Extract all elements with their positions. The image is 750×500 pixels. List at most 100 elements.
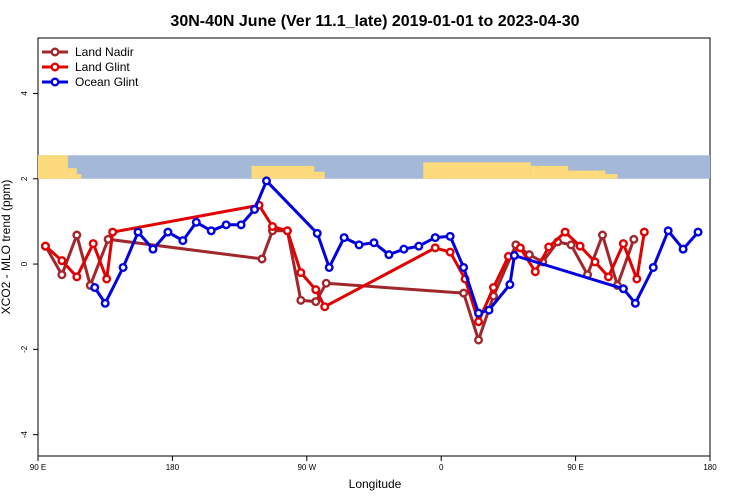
x-tick-label: 90 W [297, 463, 316, 472]
data-point [693, 227, 703, 237]
data-point [250, 204, 260, 214]
data-point [630, 298, 640, 308]
map-land [67, 168, 77, 179]
data-point [339, 233, 349, 243]
data-point [663, 226, 673, 236]
data-point [321, 278, 331, 288]
data-point [296, 295, 306, 305]
map-land [251, 165, 315, 179]
series-layer [40, 176, 703, 345]
series-line [93, 179, 700, 315]
data-point [221, 220, 231, 230]
map-land [530, 165, 569, 179]
data-point [206, 226, 216, 236]
data-point [118, 262, 128, 272]
data-point [445, 247, 455, 257]
data-point [282, 226, 292, 236]
data-point [459, 262, 469, 272]
data-point [430, 243, 440, 253]
data-point [72, 230, 82, 240]
data-point [639, 227, 649, 237]
data-point [261, 176, 271, 186]
legend-label: Ocean Glint [75, 75, 139, 89]
data-point [515, 243, 525, 253]
x-axis-label: Longitude [349, 477, 402, 491]
data-point [629, 234, 639, 244]
data-point [108, 227, 118, 237]
map-land [423, 162, 531, 179]
data-point [384, 250, 394, 260]
x-tick-label: 0 [439, 463, 444, 472]
plot-area-border [37, 37, 711, 457]
data-point [163, 227, 173, 237]
x-axis: 90 E 180 90 W 0 90 E 180 [30, 456, 717, 472]
data-point [505, 280, 515, 290]
legend-swatch-marker [50, 47, 60, 57]
data-point [312, 228, 322, 238]
data-point [544, 242, 554, 252]
data-point [445, 231, 455, 241]
legend-swatch-marker [50, 62, 60, 72]
x-tick-label: 90 E [30, 463, 46, 472]
data-point [90, 283, 100, 293]
data-point [57, 270, 67, 280]
data-point [474, 317, 484, 327]
series-ocean-glint [90, 176, 703, 318]
data-point [414, 241, 424, 251]
data-point [236, 220, 246, 230]
data-point [320, 302, 330, 312]
chart-title: 30N-40N June (Ver 11.1_late) 2019-01-01 … [170, 13, 579, 30]
map-land [38, 155, 68, 179]
data-point [72, 272, 82, 282]
data-point [575, 241, 585, 251]
y-axis-label: XCO2 - MLO trend (ppm) [0, 180, 13, 315]
y-axis: -4 -2 0 2 4 [20, 91, 38, 439]
data-point [324, 262, 334, 272]
data-point [678, 244, 688, 254]
map-land [605, 174, 618, 179]
legend-label: Land Glint [75, 60, 130, 74]
data-point [484, 305, 494, 315]
data-point [597, 230, 607, 240]
data-point [560, 227, 570, 237]
data-point [102, 274, 112, 284]
x-tick-label: 90 E [567, 463, 583, 472]
data-point [530, 267, 540, 277]
series-line [44, 203, 646, 324]
y-tick-label: 4 [20, 91, 29, 96]
data-point [311, 285, 321, 295]
data-point [88, 239, 98, 249]
y-tick-label: -2 [20, 345, 29, 353]
data-point [632, 274, 642, 284]
legend-item-land-glint: Land Glint [42, 60, 130, 74]
legend-swatch-marker [50, 77, 60, 87]
data-point [648, 262, 658, 272]
x-tick-label: 180 [703, 463, 717, 472]
legend-label: Land Nadir [75, 45, 134, 59]
data-point [178, 236, 188, 246]
map-land [568, 170, 606, 179]
legend-item-ocean-glint: Ocean Glint [42, 75, 139, 89]
world-map-band [38, 155, 710, 179]
data-point [191, 217, 201, 227]
data-point [369, 238, 379, 248]
data-point [509, 251, 519, 261]
data-point [57, 256, 67, 266]
y-tick-label: 2 [20, 176, 29, 181]
legend-item-land-nadir: Land Nadir [42, 45, 134, 59]
data-point [148, 244, 158, 254]
x-tick-label: 180 [166, 463, 180, 472]
data-point [267, 222, 277, 232]
data-point [618, 239, 628, 249]
map-land [314, 171, 325, 179]
data-point [459, 288, 469, 298]
data-point [296, 268, 306, 278]
series-land-glint [40, 200, 649, 327]
map-land [76, 174, 82, 179]
data-point [311, 297, 321, 307]
y-tick-label: -4 [20, 431, 29, 439]
data-point [40, 241, 50, 251]
data-point [618, 284, 628, 294]
